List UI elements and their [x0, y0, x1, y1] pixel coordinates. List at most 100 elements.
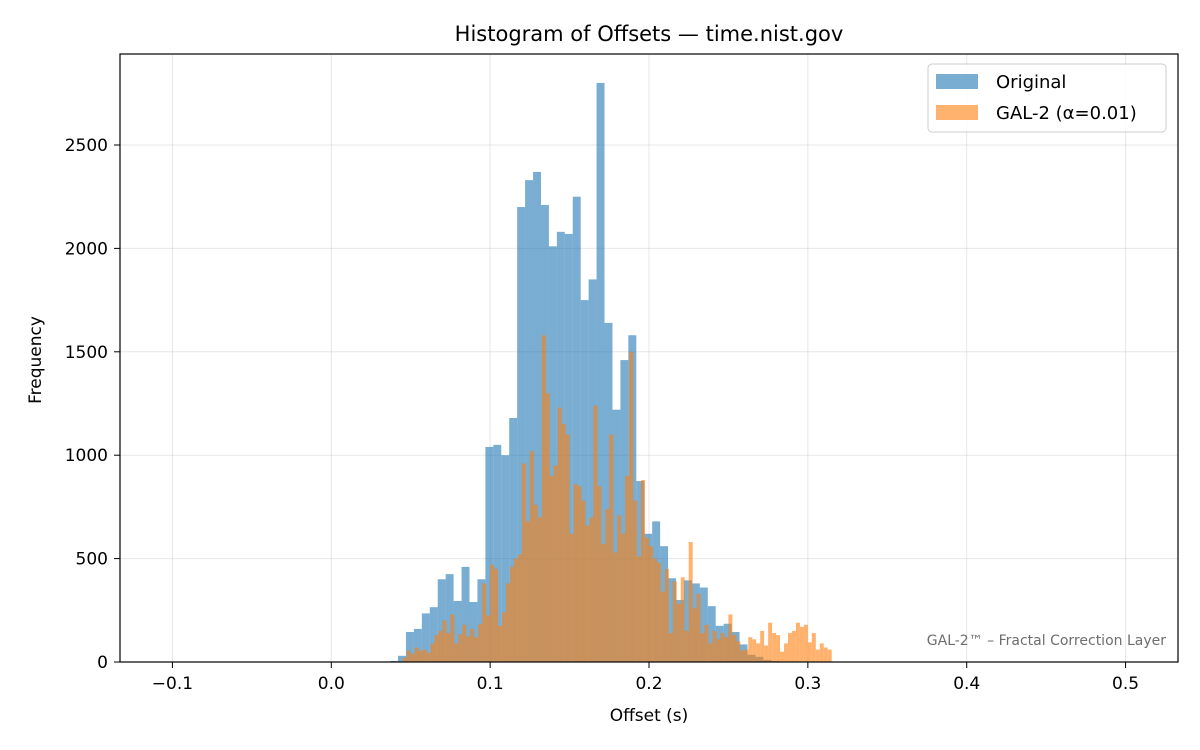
bar-gal2	[414, 647, 419, 662]
bar-gal2	[513, 558, 518, 662]
bar-original	[699, 587, 708, 662]
bar-gal2	[609, 434, 614, 662]
bar-gal2	[819, 643, 824, 662]
bar-gal2	[652, 558, 657, 662]
bar-original	[604, 322, 613, 662]
bar-gal2	[585, 525, 590, 662]
bar-original	[429, 607, 438, 662]
legend: Original GAL-2 (α=0.01)	[927, 63, 1167, 133]
bar-original	[683, 580, 692, 662]
x-tick-label: −0.1	[152, 674, 193, 694]
bar-gal2	[776, 635, 781, 662]
bar-gal2	[633, 500, 638, 662]
bar-gal2	[815, 649, 820, 662]
y-axis: 0 500 1000 1500 2000 2500	[65, 136, 120, 673]
bar-original	[707, 606, 716, 662]
bar-gal2	[482, 583, 487, 662]
bar-original	[461, 566, 470, 662]
watermark-annotation: GAL-2™ – Fractal Correction Layer	[927, 633, 1166, 649]
bar-gal2	[605, 508, 610, 662]
bar-gal2	[525, 521, 530, 662]
bar-gal2	[434, 635, 439, 662]
bar-gal2	[521, 463, 526, 662]
bar-gal2	[402, 657, 407, 662]
bar-gal2	[748, 637, 753, 662]
y-tick-label: 0	[97, 653, 108, 673]
bar-original	[437, 579, 446, 662]
bar-gal2	[625, 475, 630, 662]
bar-gal2	[700, 633, 705, 662]
chart-title: Histogram of Offsets — time.nist.gov	[455, 22, 844, 46]
bar-gal2	[680, 577, 685, 662]
bar-gal2	[498, 625, 503, 662]
bar-gal2	[486, 615, 491, 662]
bar-gal2	[732, 635, 737, 662]
bar-gal2	[728, 614, 733, 662]
bar-gal2	[454, 643, 459, 662]
x-tick-label: 0.4	[953, 674, 980, 694]
x-tick-label: 0.1	[477, 674, 504, 694]
bar-original	[413, 628, 422, 662]
bar-gal2	[422, 649, 427, 662]
legend-label-gal2: GAL-2 (α=0.01)	[996, 103, 1137, 124]
bar-gal2	[692, 608, 697, 662]
y-axis-label: Frequency	[26, 316, 46, 404]
bar-original	[596, 82, 605, 662]
bar-original	[501, 455, 510, 662]
y-tick-label: 2000	[65, 239, 108, 259]
bar-gal2	[430, 643, 435, 662]
bar-gal2	[704, 624, 709, 662]
bar-gal2	[589, 517, 594, 662]
bar-gal2	[509, 566, 514, 662]
bar-gal2	[827, 649, 832, 662]
legend-label-original: Original	[996, 72, 1066, 93]
bar-gal2	[641, 480, 646, 662]
bar-gal2	[676, 604, 681, 662]
y-tick-label: 1000	[65, 446, 108, 466]
legend-swatch-original	[936, 74, 978, 89]
bar-original	[509, 417, 518, 662]
bar-gal2	[764, 645, 769, 662]
bar-gal2	[601, 544, 606, 662]
bar-gal2	[645, 537, 649, 662]
bar-gal2	[621, 533, 626, 662]
bar-original	[572, 196, 581, 662]
bar-gal2	[478, 623, 483, 662]
bar-gal2	[573, 484, 578, 662]
bar-gal2	[617, 515, 622, 662]
bar-gal2	[740, 650, 745, 662]
bar-gal2	[823, 647, 828, 662]
legend-box	[927, 63, 1167, 133]
bar-gal2	[529, 451, 534, 662]
bar-gal2	[474, 637, 479, 662]
bar-gal2	[780, 651, 785, 662]
bar-gal2	[581, 500, 586, 662]
bar-gal2	[565, 434, 570, 662]
bar-gal2	[410, 653, 415, 662]
legend-swatch-gal2	[936, 105, 978, 120]
bar-gal2	[724, 637, 729, 662]
bar-gal2	[736, 641, 741, 662]
bar-gal2	[688, 542, 693, 662]
bar-gal2	[490, 564, 495, 662]
bar-gal2	[807, 642, 812, 662]
x-axis: −0.1 0.0 0.1 0.2 0.3 0.4 0.5	[152, 662, 1139, 694]
bar-gal2	[716, 639, 721, 662]
x-tick-label: 0.2	[635, 674, 662, 694]
bar-gal2	[784, 643, 789, 662]
x-tick-label: 0.3	[794, 674, 821, 694]
bar-gal2	[668, 633, 673, 662]
bar-original	[620, 360, 629, 662]
bar-original	[517, 207, 526, 663]
bar-gal2	[502, 612, 507, 662]
bar-gal2	[720, 633, 725, 662]
bar-gal2	[684, 630, 689, 662]
bars-gal-series	[402, 335, 832, 662]
y-tick-label: 500	[76, 550, 108, 570]
x-axis-label: Offset (s)	[610, 706, 689, 726]
bar-gal2	[799, 626, 804, 662]
bar-original	[525, 180, 534, 662]
bar-gal2	[537, 517, 542, 662]
bar-gal2	[406, 650, 411, 662]
